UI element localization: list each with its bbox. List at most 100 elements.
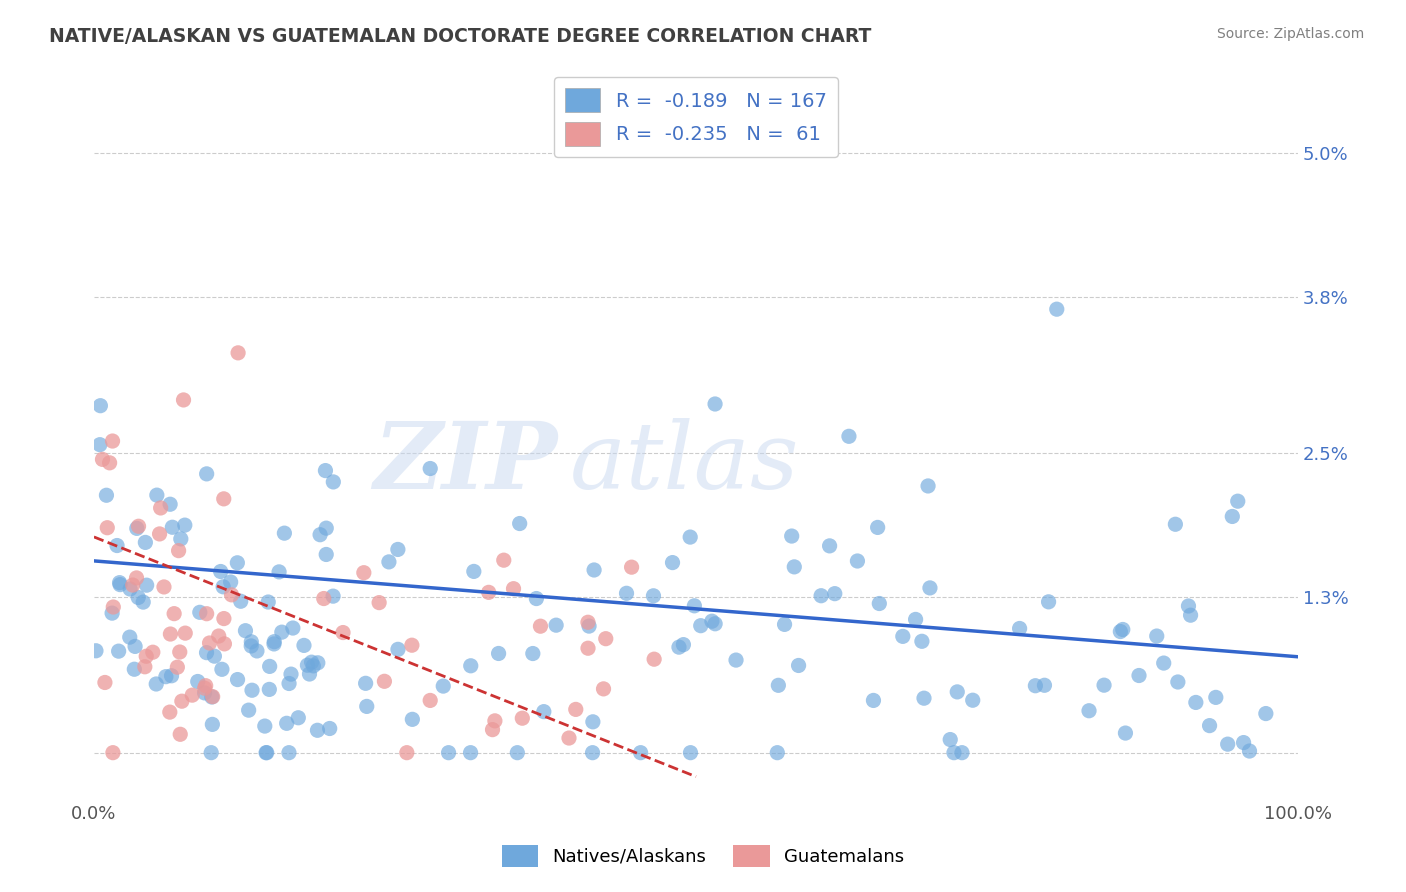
- Point: [643, 589, 665, 603]
- Point: [578, 619, 600, 633]
- Point: [146, 488, 169, 502]
- Legend: Natives/Alaskans, Guatemalans: Natives/Alaskans, Guatemalans: [495, 838, 911, 874]
- Point: [212, 580, 235, 594]
- Point: [780, 529, 803, 543]
- Point: [787, 658, 810, 673]
- Point: [378, 555, 401, 569]
- Point: [118, 630, 141, 644]
- Point: [1024, 679, 1046, 693]
- Point: [166, 660, 188, 674]
- Point: [432, 679, 454, 693]
- Point: [683, 599, 706, 613]
- Point: [768, 678, 790, 692]
- Point: [1205, 690, 1227, 705]
- Point: [558, 731, 581, 745]
- Point: [492, 553, 515, 567]
- Point: [679, 746, 702, 760]
- Point: [395, 746, 418, 760]
- Point: [108, 575, 131, 590]
- Point: [132, 595, 155, 609]
- Point: [943, 746, 966, 760]
- Point: [301, 655, 323, 669]
- Point: [1220, 509, 1243, 524]
- Point: [582, 714, 605, 729]
- Point: [387, 642, 409, 657]
- Point: [1232, 735, 1254, 749]
- Point: [630, 746, 652, 760]
- Point: [278, 676, 301, 690]
- Point: [121, 578, 143, 592]
- Point: [254, 746, 277, 760]
- Point: [263, 634, 285, 648]
- Point: [939, 732, 962, 747]
- Point: [194, 679, 217, 693]
- Point: [298, 667, 321, 681]
- Point: [134, 535, 156, 549]
- Point: [576, 615, 599, 630]
- Point: [773, 617, 796, 632]
- Point: [661, 556, 683, 570]
- Point: [256, 746, 278, 760]
- Point: [506, 746, 529, 760]
- Point: [173, 392, 195, 407]
- Point: [200, 746, 222, 760]
- Point: [96, 488, 118, 502]
- Point: [315, 548, 337, 562]
- Point: [529, 619, 551, 633]
- Point: [766, 746, 789, 760]
- Point: [704, 397, 727, 411]
- Point: [174, 626, 197, 640]
- Point: [565, 702, 588, 716]
- Point: [125, 571, 148, 585]
- Point: [209, 565, 232, 579]
- Point: [101, 434, 124, 448]
- Point: [181, 688, 204, 702]
- Point: [153, 580, 176, 594]
- Point: [229, 594, 252, 608]
- Point: [105, 539, 128, 553]
- Point: [318, 722, 340, 736]
- Point: [353, 566, 375, 580]
- Point: [257, 595, 280, 609]
- Point: [127, 591, 149, 605]
- Point: [278, 746, 301, 760]
- Point: [524, 591, 547, 606]
- Point: [1114, 726, 1136, 740]
- Point: [195, 467, 218, 481]
- Point: [307, 723, 329, 738]
- Point: [159, 705, 181, 719]
- Point: [221, 588, 243, 602]
- Point: [460, 658, 482, 673]
- Point: [911, 634, 934, 648]
- Point: [672, 638, 695, 652]
- Point: [387, 542, 409, 557]
- Point: [292, 639, 315, 653]
- Point: [163, 607, 186, 621]
- Point: [322, 475, 344, 489]
- Point: [643, 652, 665, 666]
- Point: [195, 646, 218, 660]
- Point: [134, 660, 156, 674]
- Point: [170, 532, 193, 546]
- Point: [276, 716, 298, 731]
- Point: [1038, 595, 1060, 609]
- Point: [193, 686, 215, 700]
- Point: [533, 705, 555, 719]
- Point: [214, 637, 236, 651]
- Point: [460, 746, 482, 760]
- Point: [91, 452, 114, 467]
- Point: [101, 606, 124, 620]
- Point: [546, 618, 568, 632]
- Point: [838, 429, 860, 443]
- Point: [240, 639, 263, 653]
- Point: [160, 669, 183, 683]
- Point: [595, 632, 617, 646]
- Point: [188, 605, 211, 619]
- Point: [368, 596, 391, 610]
- Point: [226, 673, 249, 687]
- Text: ZIP: ZIP: [373, 417, 558, 508]
- Point: [437, 746, 460, 760]
- Point: [89, 438, 111, 452]
- Point: [270, 625, 292, 640]
- Point: [211, 662, 233, 676]
